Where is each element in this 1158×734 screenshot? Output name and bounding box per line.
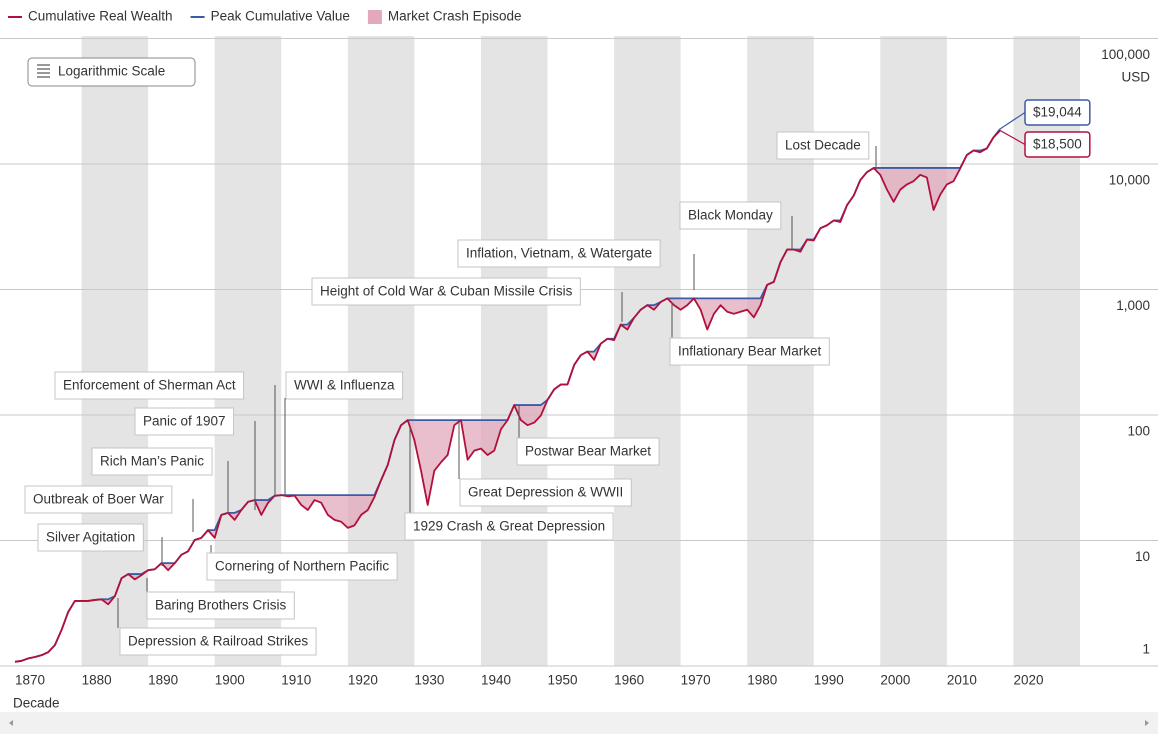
annotation-box	[404, 512, 614, 541]
annotation-box	[24, 485, 173, 514]
y-tick-label: 1	[1142, 642, 1150, 657]
button-icon	[37, 64, 50, 78]
x-tick-label: 1940	[481, 673, 511, 688]
annotation-box	[285, 371, 404, 400]
decade-band	[81, 36, 149, 666]
x-tick-label: 1910	[281, 673, 311, 688]
annotation-label: Lost Decade	[785, 138, 861, 153]
annotation-label: WWI & Influenza	[294, 378, 395, 393]
annotation-box	[516, 437, 660, 466]
x-tick-label: 1890	[148, 673, 178, 688]
annotation-box	[669, 337, 830, 366]
annotation-label: Great Depression & WWII	[468, 485, 623, 500]
annotation-label: Cornering of Northern Pacific	[215, 559, 389, 574]
scroll-left[interactable]	[9, 720, 13, 726]
x-tick-label: 1950	[548, 673, 578, 688]
scale-button[interactable]: Logarithmic Scale	[27, 57, 196, 87]
annotations: $19,044 $18,500 Depression & Railroad Stri…	[24, 99, 1091, 656]
annotation-label: Postwar Bear Market	[525, 444, 651, 459]
annotation-label: Rich Man’s Panic	[100, 454, 204, 469]
y-tick-label: 1,000	[1116, 298, 1150, 313]
y-tick-label: 10	[1135, 549, 1150, 564]
button-frame[interactable]	[27, 57, 196, 87]
grid: 1870 1880 1890 1900 1910 1920 1930 1940 1950 1960…	[0, 38, 1158, 688]
annotation-box	[206, 552, 398, 581]
annotation-box	[119, 627, 317, 656]
legend-label: Market Crash Episode	[388, 9, 522, 24]
x-tick-label: 1870	[15, 673, 45, 688]
x-tick-label: 1900	[215, 673, 245, 688]
annotation-box	[91, 447, 213, 476]
annotation-label: 1929 Crash & Great Depression	[413, 519, 605, 534]
annotation-label: Inflation, Vietnam, & Watergate	[466, 246, 652, 261]
annotation-label: Height of Cold War & Cuban Missile Crisi…	[320, 284, 573, 299]
end-label: $18,500	[1033, 137, 1082, 152]
y-unit: USD	[1121, 70, 1150, 85]
annotation-label: Baring Brothers Crisis	[155, 598, 287, 613]
end-label: $19,044	[1033, 105, 1082, 120]
y-tick-label: 100	[1127, 424, 1150, 439]
decade-band	[480, 36, 548, 666]
annotation-label: Depression & Railroad Strikes	[128, 634, 308, 649]
annotation-label: Silver Agitation	[46, 530, 135, 545]
ui: Logarithmic Scale USD Decade	[0, 57, 1158, 734]
annotation-label: Panic of 1907	[143, 414, 226, 429]
legend-label: Peak Cumulative Value	[211, 9, 350, 24]
x-tick-label: 2000	[880, 673, 910, 688]
x-tick-label: 1960	[614, 673, 644, 688]
series-line	[14, 129, 1001, 663]
annotation-label: Enforcement of Sherman Act	[63, 378, 236, 393]
scrollbar[interactable]	[0, 712, 1158, 734]
annotation-label: Black Monday	[688, 208, 773, 223]
annotation-box	[37, 523, 144, 552]
x-tick-label: 1880	[82, 673, 112, 688]
button-label[interactable]: Logarithmic Scale	[58, 64, 165, 79]
x-tick-label: 2020	[1013, 673, 1043, 688]
x-tick-label: 1990	[814, 673, 844, 688]
annotation-box	[776, 131, 870, 160]
legend-label: Cumulative Real Wealth	[28, 9, 173, 24]
annotation-label: Inflationary Bear Market	[678, 344, 822, 359]
annotation-box	[679, 201, 782, 230]
y-tick-label: 10,000	[1109, 173, 1150, 188]
decade-band	[1013, 36, 1080, 666]
annotation-label: Outbreak of Boer War	[33, 492, 164, 507]
scroll-right[interactable]	[1145, 720, 1149, 726]
annotation-box	[311, 277, 581, 306]
legend: Cumulative Real Wealth Peak Cumulative Va…	[8, 9, 521, 24]
annotation-box	[134, 407, 235, 436]
x-tick-label: 1920	[348, 673, 378, 688]
x-tick-label: 1970	[681, 673, 711, 688]
annotation-box	[54, 371, 245, 400]
annotation-box	[146, 591, 295, 620]
x-tick-label: 2010	[947, 673, 977, 688]
end-label-pointer	[999, 129, 1026, 146]
legend-swatch	[367, 10, 382, 24]
x-tick-label: 1930	[414, 673, 444, 688]
x-tick-label: 1980	[747, 673, 777, 688]
data	[14, 128, 1001, 663]
annotation-box	[457, 239, 661, 268]
annotation-box	[459, 478, 632, 507]
y-tick-label: 100,000	[1101, 47, 1150, 62]
x-axis-label: Decade	[13, 696, 60, 711]
end-label-pointer	[999, 111, 1026, 130]
crash-area	[15, 128, 1001, 662]
decade-band	[880, 36, 947, 666]
